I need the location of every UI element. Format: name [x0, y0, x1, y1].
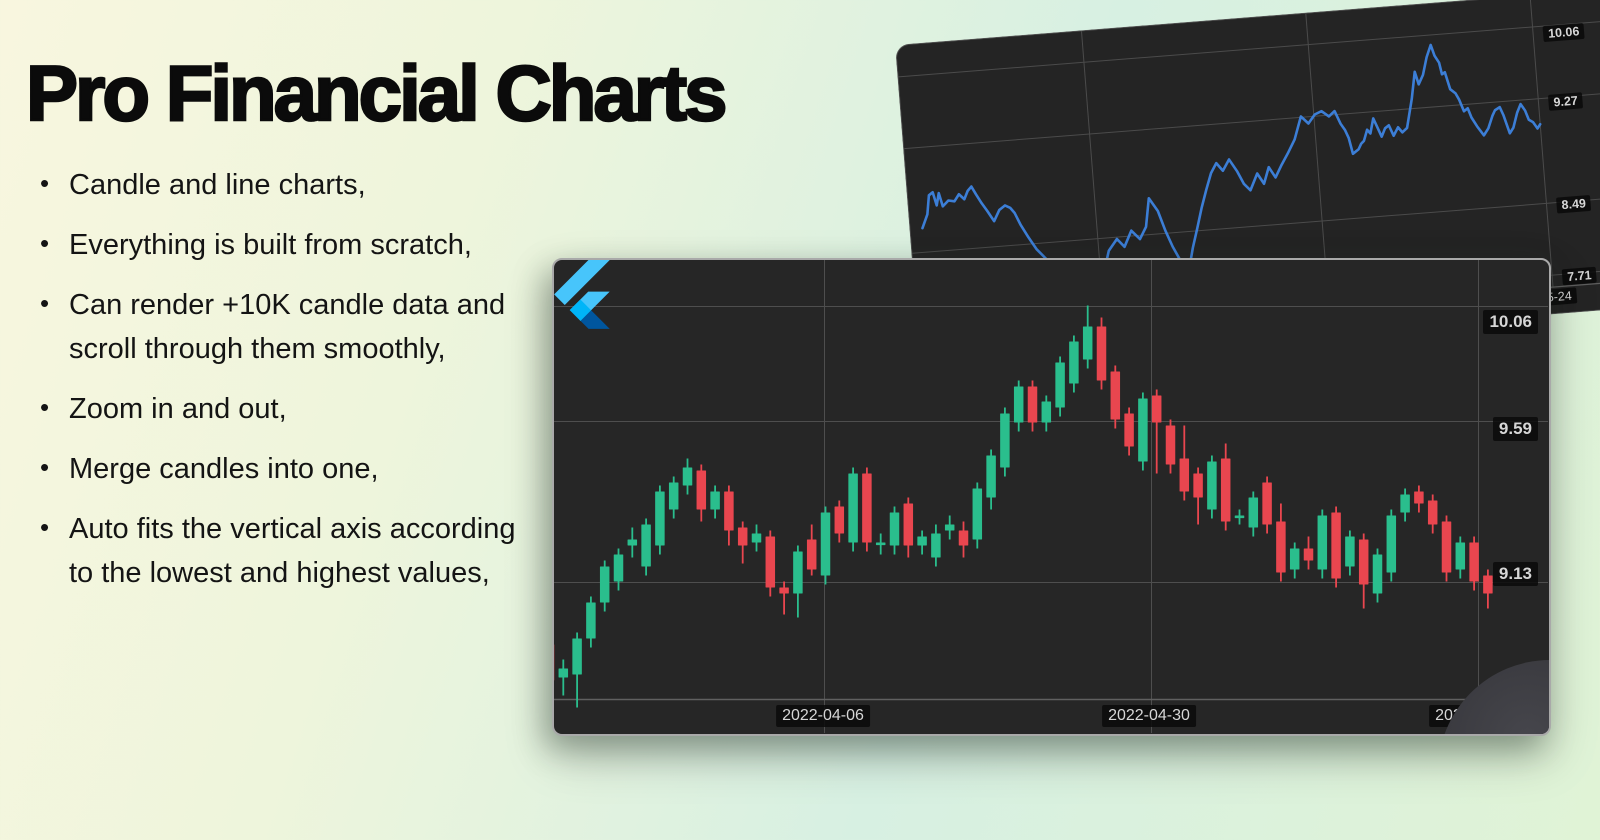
flutter-logo-icon [554, 260, 610, 329]
price-axis-label: 8.49 [1556, 194, 1592, 214]
price-axis-label: 9.13 [1492, 562, 1538, 586]
bullet-dot: • [40, 228, 50, 258]
price-axis-label: 7.71 [1561, 266, 1598, 286]
feature-item-label: Candle and line charts, [69, 169, 366, 201]
bullet-dot: • [40, 392, 50, 422]
price-axis-label: 10.06 [1542, 22, 1585, 43]
feature-item: • Zoom in and out, [38, 387, 543, 431]
feature-item-label: Auto fits the vertical axis according to… [69, 513, 516, 589]
feature-item: • Everything is built from scratch, [38, 223, 543, 267]
feature-item-label: Merge candles into one, [69, 453, 379, 485]
candlestick-chart-panel[interactable]: 10.069.599.132022-04-062022-04-302022-05… [552, 258, 1551, 736]
date-axis-label: 2022-04-06 [776, 705, 870, 727]
feature-item: • Candle and line charts, [38, 163, 543, 207]
feature-list: • Candle and line charts, • Everything is b… [38, 163, 543, 611]
bullet-dot: • [40, 452, 50, 482]
bullet-dot: • [40, 168, 50, 198]
feature-item-label: Zoom in and out, [69, 393, 287, 425]
page-title: Pro Financial Charts [25, 48, 729, 138]
feature-item: • Auto fits the vertical axis according t… [38, 507, 543, 595]
date-axis-label: 2022-04-30 [1102, 705, 1196, 727]
feature-item-label: Can render +10K candle data and scroll t… [69, 289, 506, 365]
price-axis-label: 10.06 [1483, 310, 1538, 334]
price-axis-label: 9.27 [1547, 92, 1584, 111]
candlestick-canvas[interactable] [554, 260, 1548, 733]
feature-item: • Merge candles into one, [38, 447, 543, 491]
bullet-dot: • [40, 512, 50, 542]
feature-item: • Can render +10K candle data and scroll … [38, 283, 543, 371]
bullet-dot: • [40, 288, 50, 318]
feature-item-label: Everything is built from scratch, [69, 229, 472, 261]
price-axis-label: 9.59 [1492, 417, 1538, 441]
